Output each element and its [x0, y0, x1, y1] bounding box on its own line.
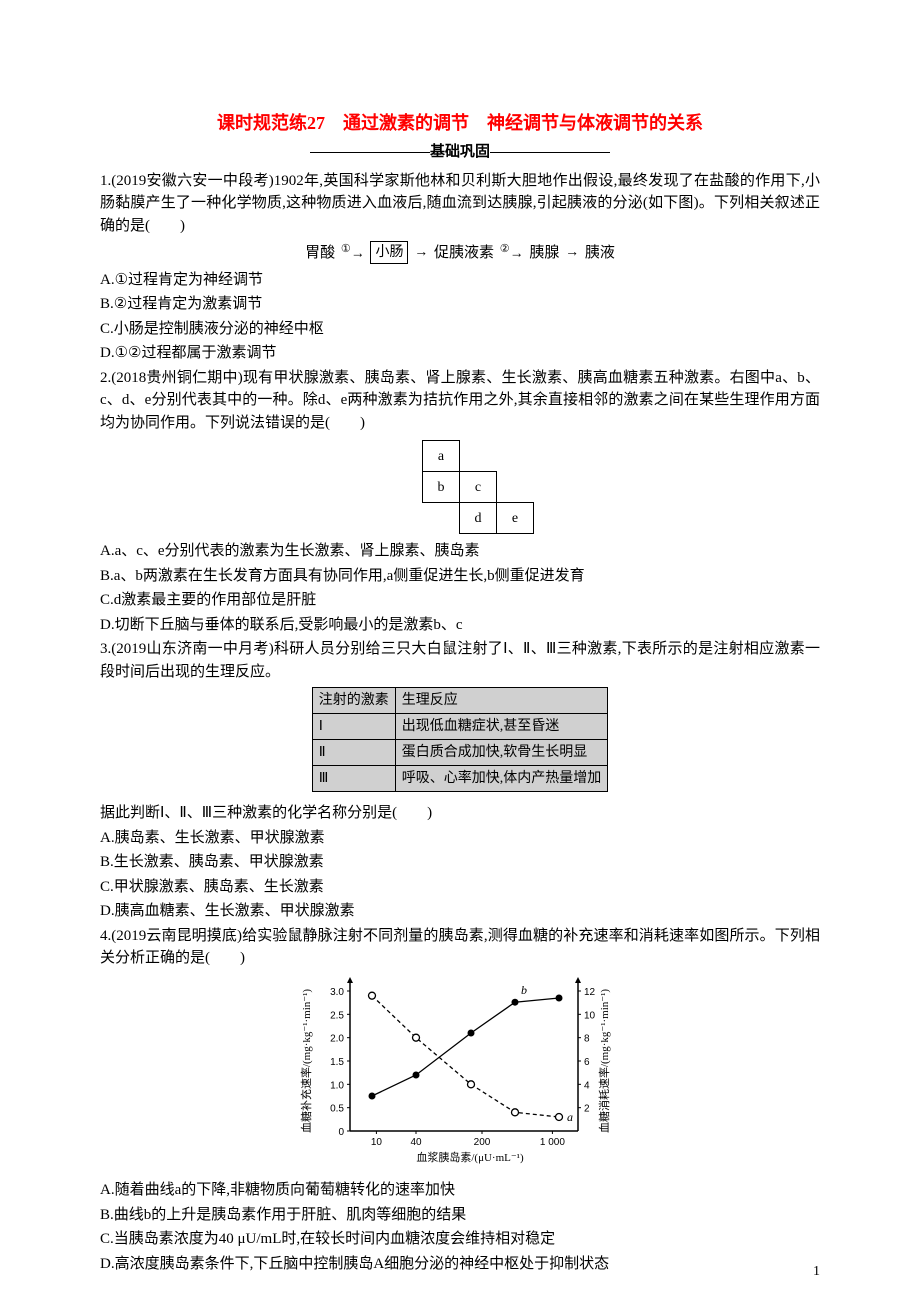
svg-text:40: 40	[410, 1137, 422, 1148]
svg-text:8: 8	[584, 1033, 590, 1044]
arrow-icon: ①→	[341, 241, 365, 265]
page-number: 1	[813, 1261, 820, 1282]
q2-stem: 2.(2018贵州铜仁期中)现有甲状腺激素、胰岛素、肾上腺素、生长激素、胰高血糖…	[100, 367, 820, 435]
q3-stem: 3.(2019山东济南一中月考)科研人员分别给三只大白鼠注射了Ⅰ、Ⅱ、Ⅲ三种激素…	[100, 638, 820, 683]
svg-text:4: 4	[584, 1080, 590, 1091]
underline-left	[310, 152, 430, 153]
table-cell: 蛋白质合成加快,软骨生长明显	[395, 740, 608, 766]
table-cell: 出现低血糖症状,甚至昏迷	[395, 714, 608, 740]
q3-option-c: C.甲状腺激素、胰岛素、生长激素	[100, 876, 820, 899]
svg-text:12: 12	[584, 987, 596, 998]
table-cell: 呼吸、心率加快,体内产热量增加	[395, 766, 608, 792]
svg-text:10: 10	[584, 1010, 596, 1021]
q4-stem: 4.(2019云南昆明摸底)给实验鼠静脉注射不同剂量的胰岛素,测得血糖的补充速率…	[100, 925, 820, 970]
svg-text:1.0: 1.0	[330, 1080, 344, 1091]
page-title: 课时规范练27 通过激素的调节 神经调节与体液调节的关系	[100, 110, 820, 137]
svg-text:血浆胰岛素/(μU·mL⁻¹): 血浆胰岛素/(μU·mL⁻¹)	[416, 1150, 524, 1164]
q4-option-d: D.高浓度胰岛素条件下,下丘脑中控制胰岛A细胞分泌的神经中枢处于抑制状态	[100, 1253, 820, 1276]
table-cell: Ⅰ	[312, 714, 395, 740]
q2-hormone-grid: a bc de	[386, 440, 534, 534]
svg-text:1.5: 1.5	[330, 1057, 344, 1068]
flow-node: 促胰液素	[434, 242, 494, 265]
q4-option-a: A.随着曲线a的下降,非糖物质向葡萄糖转化的速率加快	[100, 1179, 820, 1202]
q2-option-c: C.d激素最主要的作用部位是肝脏	[100, 589, 820, 612]
q1-stem: 1.(2019安徽六安一中段考)1902年,英国科学家斯他林和贝利斯大胆地作出假…	[100, 170, 820, 238]
svg-text:10: 10	[371, 1137, 383, 1148]
q3-option-b: B.生长激素、胰岛素、甲状腺激素	[100, 851, 820, 874]
flow-node: 胰液	[585, 242, 615, 265]
arrow-icon: →	[565, 242, 579, 263]
grid-cell: b	[423, 472, 460, 503]
svg-text:2.5: 2.5	[330, 1010, 344, 1021]
svg-text:6: 6	[584, 1057, 590, 1068]
arrow-icon: ②→	[500, 241, 524, 265]
q1-flow-diagram: 胃酸 ①→ 小肠 → 促胰液素 ②→ 胰腺 → 胰液	[100, 241, 820, 265]
table-header: 注射的激素	[312, 688, 395, 714]
flow-box: 小肠	[370, 241, 408, 264]
svg-text:1 000: 1 000	[540, 1137, 565, 1148]
q3-post: 据此判断Ⅰ、Ⅱ、Ⅲ三种激素的化学名称分别是( )	[100, 802, 820, 825]
page: 课时规范练27 通过激素的调节 神经调节与体液调节的关系 基础巩固 1.(201…	[0, 0, 920, 1302]
grid-cell: e	[497, 503, 534, 534]
svg-text:0: 0	[338, 1127, 344, 1138]
svg-text:血糖补充速率/(mg·kg⁻¹·min⁻¹): 血糖补充速率/(mg·kg⁻¹·min⁻¹)	[299, 988, 313, 1132]
svg-text:a: a	[567, 1110, 573, 1124]
svg-text:b: b	[521, 983, 527, 997]
table-cell: Ⅱ	[312, 740, 395, 766]
svg-text:0.5: 0.5	[330, 1103, 344, 1114]
q2-option-a: A.a、c、e分别代表的激素为生长激素、肾上腺素、胰岛素	[100, 540, 820, 563]
q4-option-c: C.当胰岛素浓度为40 μU/mL时,在较长时间内血糖浓度会维持相对稳定	[100, 1228, 820, 1251]
svg-text:200: 200	[474, 1137, 491, 1148]
chart-svg: 0 0.5 1.0 1.5 2.0 2.5 3.0 2 4 6 8 10 12 10 40 200 1 000 a…	[290, 976, 630, 1166]
svg-text:2.0: 2.0	[330, 1033, 344, 1044]
flow-node: 胃酸	[305, 242, 335, 265]
underline-right	[490, 152, 610, 153]
svg-text:血糖消耗速率/(mg·kg⁻¹·min⁻¹): 血糖消耗速率/(mg·kg⁻¹·min⁻¹)	[597, 988, 611, 1132]
grid-cell: c	[460, 472, 497, 503]
q1-option-b: B.②过程肯定为激素调节	[100, 293, 820, 316]
svg-text:3.0: 3.0	[330, 987, 344, 998]
arrow-icon: →	[414, 242, 428, 263]
grid-cell: d	[460, 503, 497, 534]
table-header: 生理反应	[395, 688, 608, 714]
q2-option-d: D.切断下丘脑与垂体的联系后,受影响最小的是激素b、c	[100, 614, 820, 637]
q1-option-a: A.①过程肯定为神经调节	[100, 269, 820, 292]
q3-table: 注射的激素生理反应 Ⅰ出现低血糖症状,甚至昏迷 Ⅱ蛋白质合成加快,软骨生长明显 …	[312, 687, 609, 792]
q1-option-c: C.小肠是控制胰液分泌的神经中枢	[100, 318, 820, 341]
subtitle-text: 基础巩固	[430, 144, 490, 160]
q4-chart: 0 0.5 1.0 1.5 2.0 2.5 3.0 2 4 6 8 10 12 10 40 200 1 000 a…	[100, 976, 820, 1174]
grid-cell: a	[423, 441, 460, 472]
q3-option-a: A.胰岛素、生长激素、甲状腺激素	[100, 827, 820, 850]
q3-option-d: D.胰高血糖素、生长激素、甲状腺激素	[100, 900, 820, 923]
flow-node: 胰腺	[529, 242, 559, 265]
table-cell: Ⅲ	[312, 766, 395, 792]
q1-option-d: D.①②过程都属于激素调节	[100, 342, 820, 365]
q2-option-b: B.a、b两激素在生长发育方面具有协同作用,a侧重促进生长,b侧重促进发育	[100, 565, 820, 588]
section-subtitle: 基础巩固	[100, 141, 820, 164]
svg-text:2: 2	[584, 1103, 590, 1114]
q4-option-b: B.曲线b的上升是胰岛素作用于肝脏、肌肉等细胞的结果	[100, 1204, 820, 1227]
